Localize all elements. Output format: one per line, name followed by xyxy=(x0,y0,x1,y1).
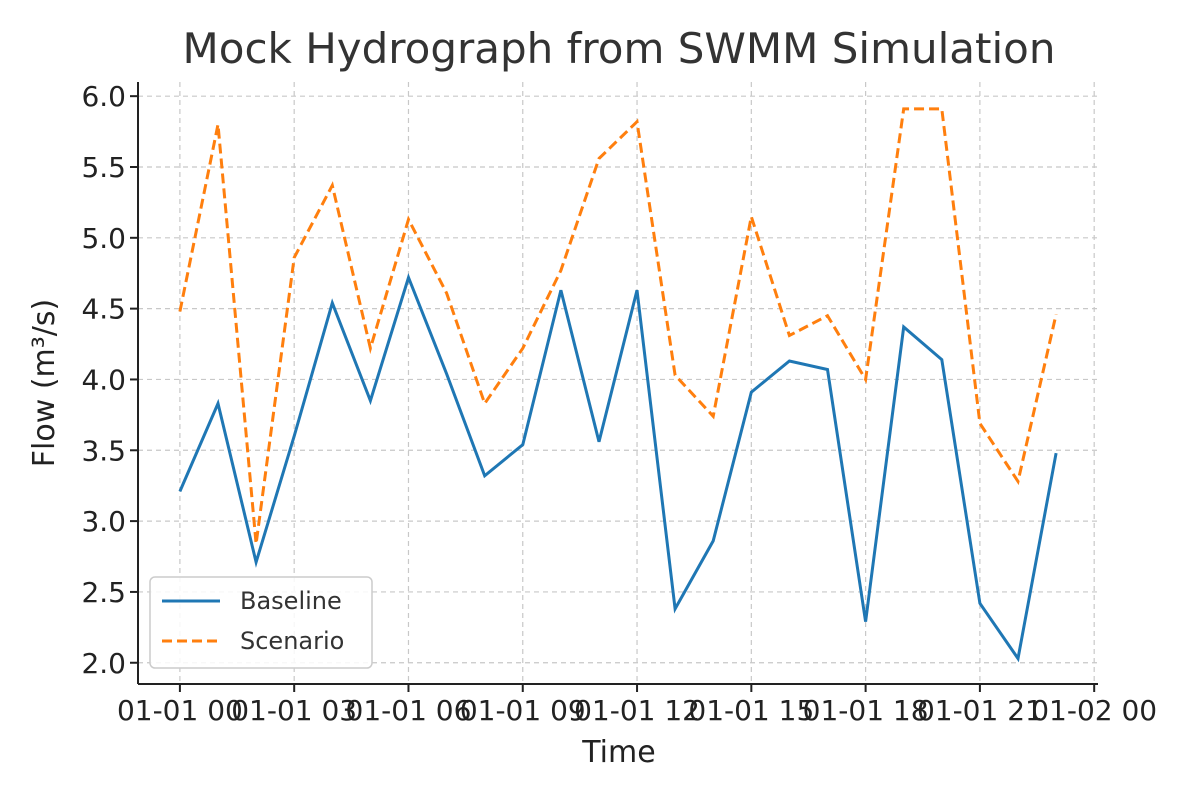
series-line-baseline xyxy=(178,272,1058,663)
legend-label-baseline: Baseline xyxy=(240,587,342,615)
axes xyxy=(137,82,1098,685)
x-tick-label: 01-01 21 xyxy=(917,694,1043,727)
x-tick-label: 01-01 18 xyxy=(803,694,929,727)
y-tick-label: 6.0 xyxy=(81,80,126,113)
x-tick-label: 01-01 15 xyxy=(688,694,814,727)
legend-label-scenario: Scenario xyxy=(240,627,344,655)
grid-lines xyxy=(138,82,1098,684)
x-axis-label: Time xyxy=(581,735,655,770)
x-tick-label: 01-01 03 xyxy=(231,694,357,727)
y-tick-label: 2.5 xyxy=(81,576,126,609)
x-tick-label: 01-01 09 xyxy=(460,694,586,727)
y-tick-label: 4.5 xyxy=(81,293,126,326)
x-tick-label: 01-02 00 xyxy=(1031,694,1157,727)
y-tick-label: 5.5 xyxy=(81,151,126,184)
x-tick-label: 01-01 00 xyxy=(117,694,243,727)
series-lines xyxy=(178,107,1058,663)
y-tick-label: 3.5 xyxy=(81,434,126,467)
chart-title: Mock Hydrograph from SWMM Simulation xyxy=(183,24,1056,73)
y-tick-label: 2.0 xyxy=(81,647,126,680)
y-tick-label: 4.0 xyxy=(81,363,126,396)
legend: Baseline Scenario xyxy=(149,576,373,669)
y-axis-label: Flow (m³/s) xyxy=(27,299,62,467)
x-tick-label: 01-01 06 xyxy=(346,694,472,727)
x-tick-label: 01-01 12 xyxy=(574,694,700,727)
y-ticks: 2.0 2.5 3.0 3.5 4.0 4.5 5.0 5.5 6.0 xyxy=(81,80,138,680)
y-tick-label: 3.0 xyxy=(81,505,126,538)
series-line-scenario xyxy=(178,107,1058,544)
y-tick-label: 5.0 xyxy=(81,222,126,255)
